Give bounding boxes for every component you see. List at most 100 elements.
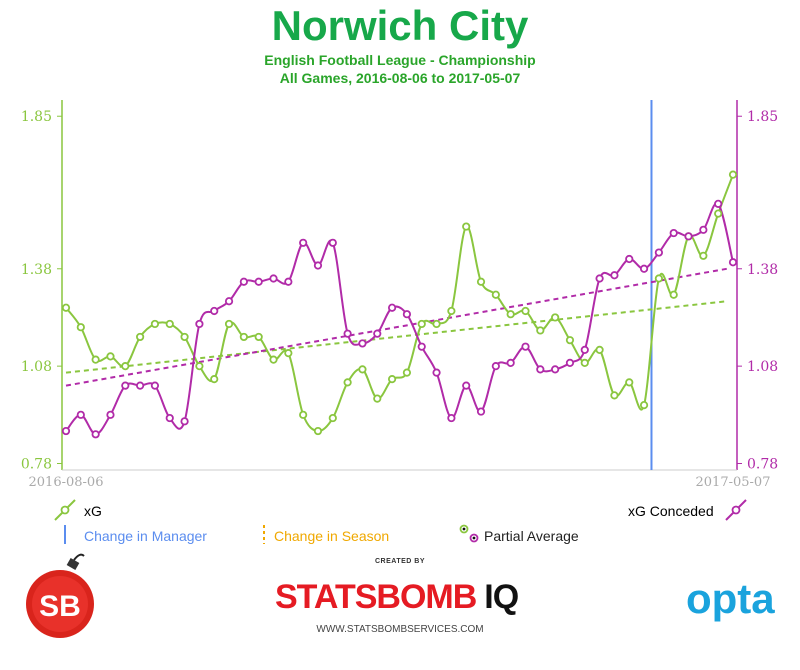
y-tick-label-right: 1.38 [747, 262, 778, 278]
xg-conceded-point [654, 248, 663, 257]
xg-conceded-point [121, 381, 130, 390]
xg-conceded-point [595, 274, 604, 283]
xg-conceded-point [239, 277, 248, 286]
xg-conceded-point [210, 306, 219, 316]
xg-conceded-point [521, 342, 530, 351]
xg-conceded-point [417, 342, 426, 351]
y-tick-label-left: 1.85 [21, 109, 52, 125]
xg-conceded-line [65, 202, 734, 436]
xg-point [269, 355, 278, 364]
xg-point [580, 358, 589, 367]
xg-conceded-point [551, 365, 560, 374]
series-lines [65, 174, 734, 436]
xg-point [299, 410, 308, 419]
brand-suffix: IQ [484, 578, 519, 616]
x-end-label: 2017-05-07 [696, 475, 771, 490]
chart-title: Norwich City [271, 2, 529, 49]
xg-conceded-point [536, 365, 545, 374]
xg-point [625, 378, 634, 387]
xg-point [565, 336, 575, 345]
xg-conceded-point [150, 381, 160, 390]
xg-point [76, 323, 85, 332]
xg-point [136, 332, 145, 342]
xg-conceded-point [699, 225, 708, 234]
xg-point [224, 319, 234, 329]
xg-conceded-point [91, 430, 100, 439]
xg-point [313, 426, 323, 436]
xg-point [728, 170, 738, 179]
y-tick-label-right: 0.78 [747, 457, 778, 473]
xg-conceded-point [195, 319, 204, 329]
x-start-label: 2016-08-06 [29, 475, 104, 490]
opta-logo: opta [686, 575, 775, 622]
xg-conceded-point [180, 417, 189, 426]
xg-point [639, 400, 649, 410]
xg-point [150, 319, 160, 329]
legend-partial-average-label: Partial Average [484, 528, 579, 544]
xg-point [387, 375, 397, 384]
xg-point [121, 362, 130, 371]
xg-conceded-point [625, 254, 634, 264]
xg-point [432, 319, 441, 329]
logo-letters: SB [39, 590, 81, 623]
xg-point [284, 349, 293, 358]
xg-conceded-point [387, 303, 397, 312]
legend-xg-conceded-label: xG Conceded [628, 503, 714, 519]
xg-point [551, 313, 560, 322]
xg-point [343, 378, 352, 387]
y-tick-label-right: 1.85 [747, 109, 778, 125]
xg-point [521, 306, 530, 316]
xg-point [610, 391, 619, 400]
xg-point [165, 319, 174, 329]
xg-conceded-point [402, 310, 412, 319]
xg-point [417, 319, 426, 329]
y-tick-label-left: 1.08 [21, 359, 52, 375]
xg-line [65, 174, 734, 433]
xg-conceded-point [462, 381, 471, 390]
xg-conceded-point [669, 228, 678, 238]
legend-manager-label: Change in Manager [84, 528, 207, 544]
xg-point [210, 375, 219, 384]
xg-conceded-point [106, 410, 115, 419]
xg-point [328, 413, 337, 423]
legend-xg-marker [60, 505, 70, 515]
y-tick-label-left: 0.78 [21, 457, 52, 473]
xg-point [358, 365, 367, 374]
xg-conceded-point [491, 362, 500, 371]
xg-point [506, 310, 515, 319]
xg-conceded-point [728, 258, 738, 267]
xg-conceded-point [76, 410, 85, 419]
xg-conceded-point [343, 329, 352, 338]
xg-conceded-point [714, 199, 723, 208]
xg-point [476, 277, 486, 286]
xg-conceded-point [328, 238, 337, 247]
trend-lines [65, 267, 728, 387]
footer-url[interactable]: WWW.STATSBOMBSERVICES.COM [316, 624, 484, 635]
xg-conceded-point [580, 345, 589, 355]
xg-point [462, 222, 471, 231]
xg-point [536, 326, 545, 335]
legend-icons [54, 499, 747, 544]
legend-xg-conceded-marker [731, 505, 741, 515]
xg-point [654, 274, 663, 283]
xg-conceded-point [373, 329, 382, 338]
xg-point [254, 332, 263, 342]
created-by-label: CREATED BY [375, 558, 425, 565]
xg-conceded-point [506, 358, 515, 367]
xg-conceded-point [432, 368, 441, 377]
xg-point [373, 394, 382, 403]
y-tick-label-right: 1.08 [747, 359, 778, 375]
xg-conceded-point [476, 407, 486, 416]
xg-point [195, 362, 204, 371]
xg-conceded-point [299, 238, 308, 247]
xg-point [714, 209, 723, 218]
legend-season-label: Change in Season [274, 528, 390, 544]
xg-conceded-point [639, 264, 649, 273]
statsbomb-logo: SB [26, 553, 94, 638]
xg-conceded-point [254, 277, 263, 286]
chart-subtitle-range: All Games, 2016-08-06 to 2017-05-07 [279, 70, 521, 86]
xg-point [91, 355, 100, 364]
xg-conceded-point [447, 413, 456, 423]
xg-conceded-point [565, 358, 575, 367]
